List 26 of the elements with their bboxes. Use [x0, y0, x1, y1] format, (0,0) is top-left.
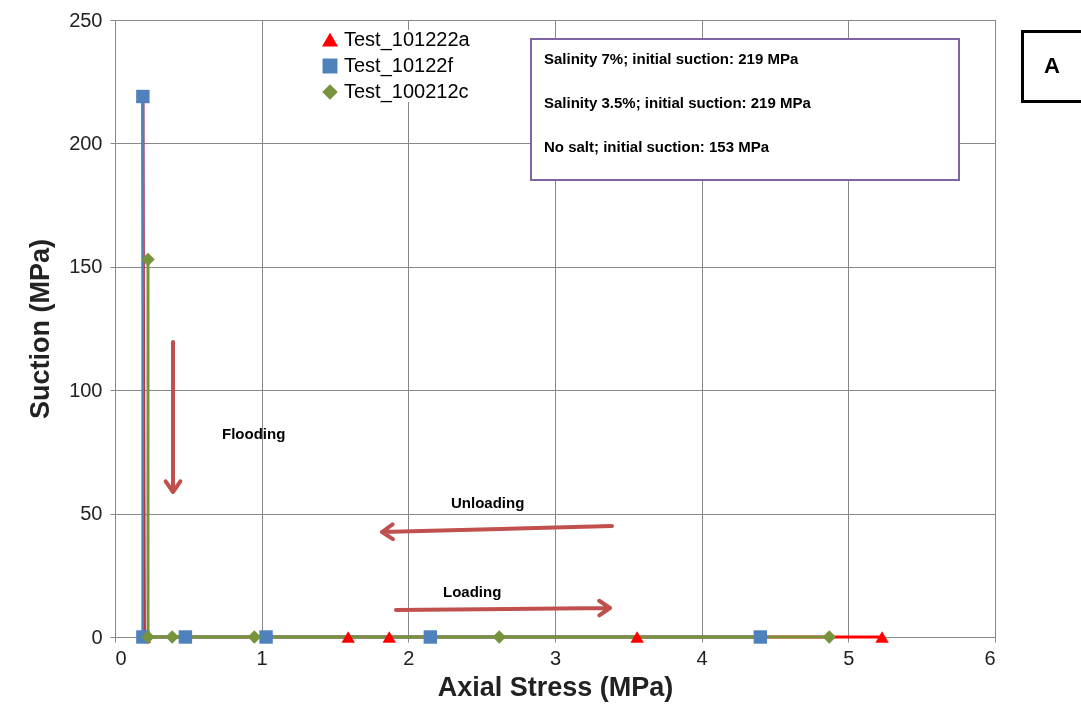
x-tick-label: 0	[115, 646, 127, 669]
annotation: Unloading	[451, 494, 525, 511]
label-box: A	[1021, 30, 1081, 103]
y-tick-label: 50	[80, 502, 103, 525]
legend-label: Test_10122f	[344, 54, 454, 77]
note-box: Salinity 7%; initial suction: 219 MPa Salinity 3.5%; initial suction: 219 MPa No salt; initial suction: 153 MPa	[530, 38, 960, 181]
x-tick-label: 4	[696, 646, 708, 669]
y-tick-label: 150	[69, 255, 103, 278]
annotation: Flooding	[222, 425, 286, 442]
y-tick-label: 100	[69, 378, 103, 401]
annotation: Salinity 7%; initial suction: 219 MPa	[544, 50, 799, 67]
x-tick-label: 2	[403, 646, 415, 669]
legend-label: Test_100212c	[344, 80, 469, 103]
x-tick-label: 6	[984, 646, 996, 669]
x-tick-label: 3	[549, 646, 562, 669]
annotation: Salinity 3.5%; initial suction: 219 MPa	[544, 94, 811, 111]
y-axis-title: Suction (MPa)	[25, 239, 56, 419]
y-tick-label: 200	[69, 131, 103, 154]
x-axis-title: Axial Stress (MPa)	[437, 671, 674, 702]
x-tick-label: 5	[843, 646, 855, 669]
annotation: Loading	[443, 583, 502, 600]
y-tick-label: 250	[69, 8, 103, 31]
y-tick-label: 0	[91, 625, 103, 648]
x-tick-label: 1	[256, 646, 268, 669]
legend-label: Test_101222a	[344, 28, 471, 51]
annotation: No salt; initial suction: 153 MPa	[544, 138, 770, 155]
